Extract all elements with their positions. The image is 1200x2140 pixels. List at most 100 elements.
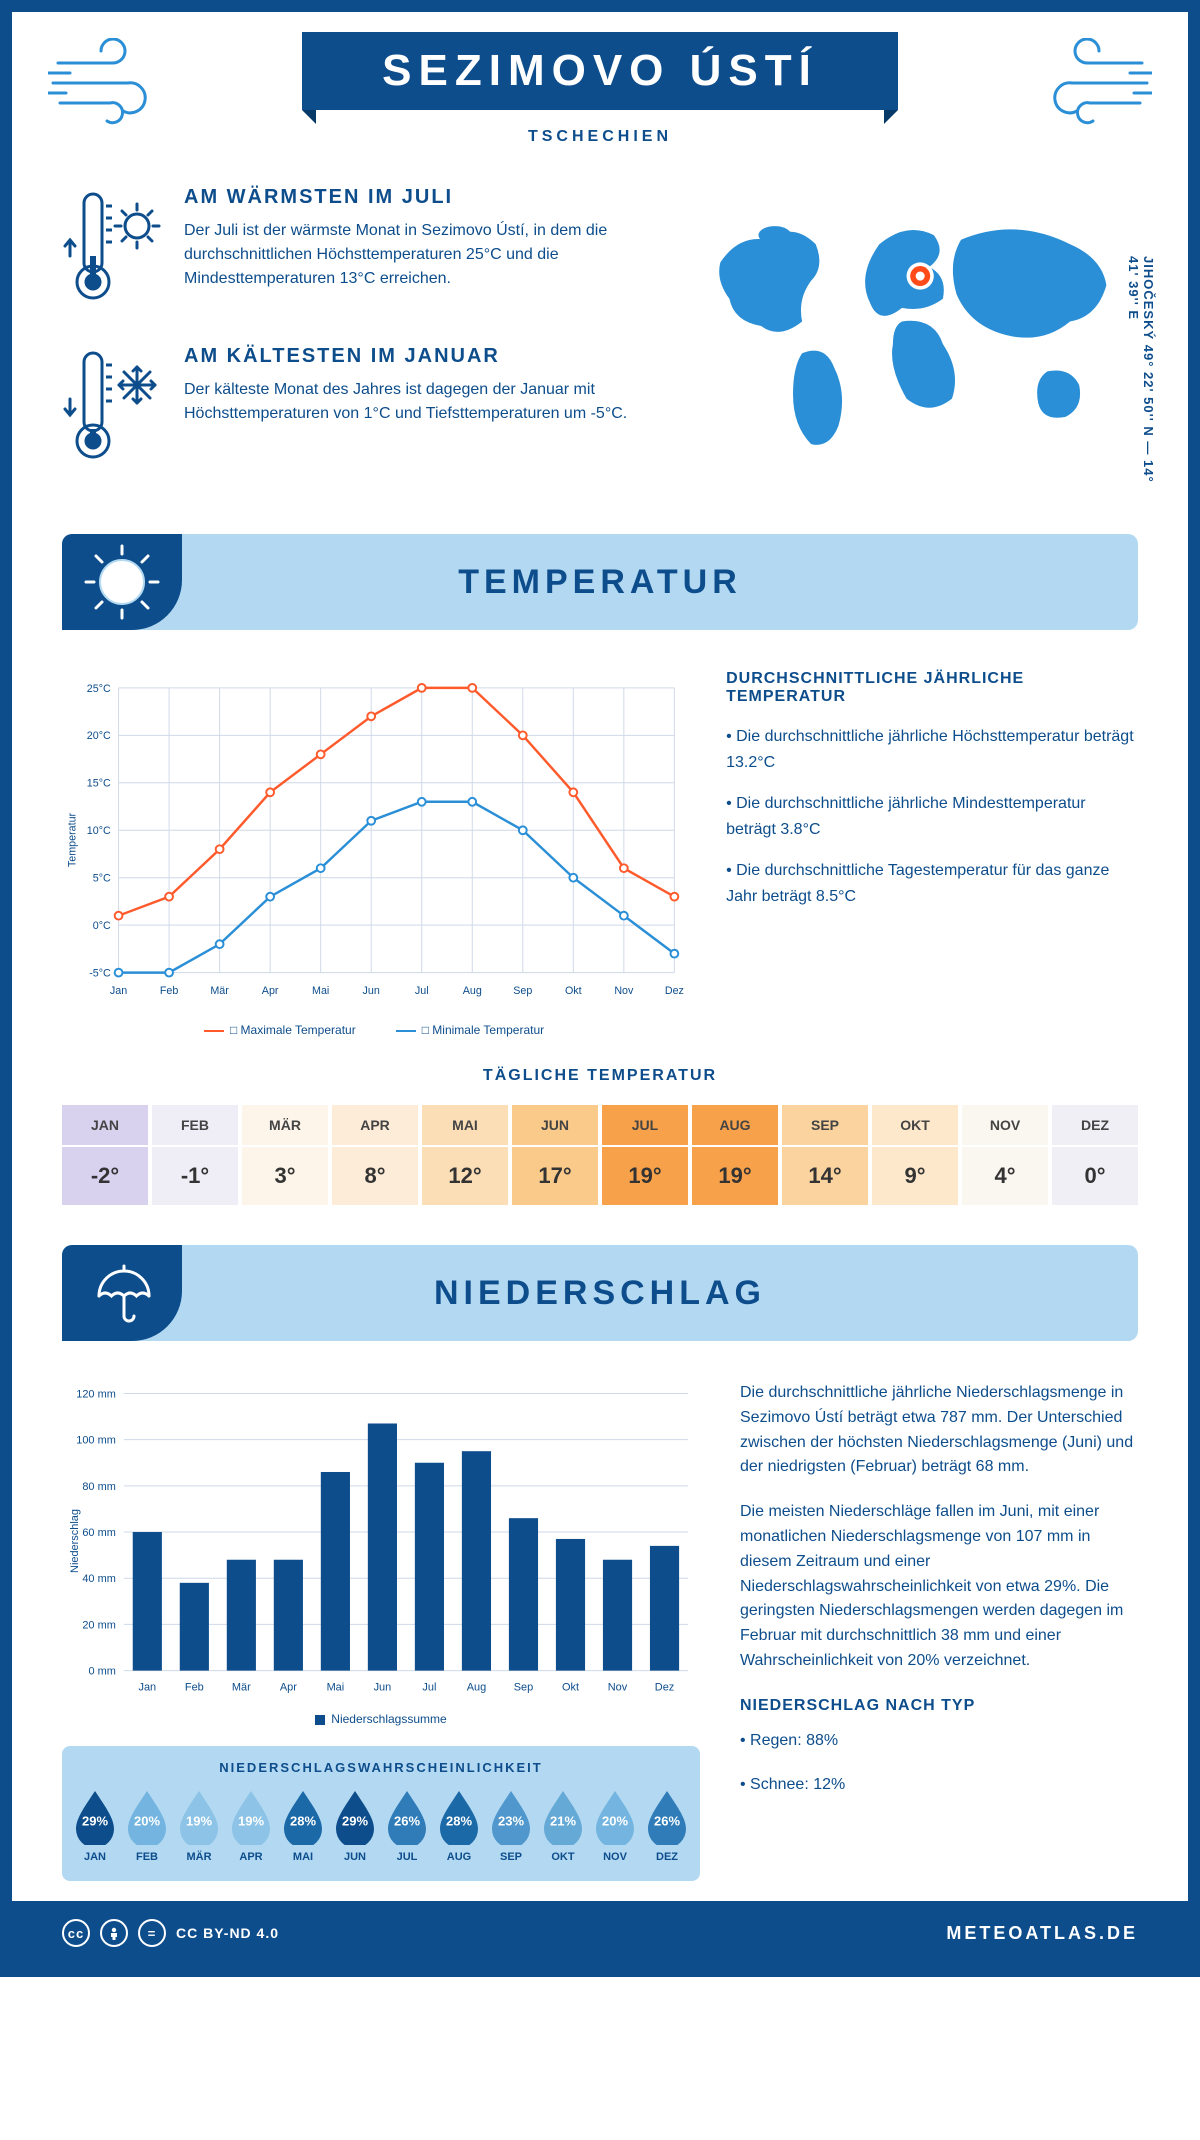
warmest-body: Der Juli ist der wärmste Monat in Sezimo… xyxy=(184,219,654,291)
warmest-heading: AM WÄRMSTEN IM JULI xyxy=(184,186,654,209)
temp-cell: APR8° xyxy=(332,1105,418,1205)
prob-heading: NIEDERSCHLAGSWAHRSCHEINLICHKEIT xyxy=(72,1760,690,1775)
svg-text:Nov: Nov xyxy=(614,985,634,997)
title-banner: SEZIMOVO ÚSTÍ xyxy=(302,32,898,110)
svg-text:Apr: Apr xyxy=(280,1682,297,1694)
svg-text:25°C: 25°C xyxy=(87,683,111,695)
precipitation-body: 0 mm20 mm40 mm60 mm80 mm100 mm120 mmNied… xyxy=(12,1351,1188,1901)
svg-text:100 mm: 100 mm xyxy=(76,1435,116,1447)
warmest-text: AM WÄRMSTEN IM JULI Der Juli ist der wär… xyxy=(184,186,654,311)
temp-cell: SEP14° xyxy=(782,1105,868,1205)
precipitation-heading: NIEDERSCHLAG xyxy=(434,1274,766,1313)
drop-cell: 19%APR xyxy=(228,1789,274,1863)
coldest-text: AM KÄLTESTEN IM JANUAR Der kälteste Mona… xyxy=(184,345,654,470)
umbrella-icon xyxy=(62,1245,182,1341)
drop-cell: 21%OKT xyxy=(540,1789,586,1863)
license-block: cc = CC BY-ND 4.0 xyxy=(62,1919,279,1947)
page-subtitle: TSCHECHIEN xyxy=(12,128,1188,146)
precipitation-bar-chart: 0 mm20 mm40 mm60 mm80 mm100 mm120 mmNied… xyxy=(62,1381,700,1726)
temp-cell: JUL19° xyxy=(602,1105,688,1205)
brand-label: METEOATLAS.DE xyxy=(946,1923,1138,1944)
svg-text:Mär: Mär xyxy=(232,1682,251,1694)
drop-cell: 28%MAI xyxy=(280,1789,326,1863)
daily-temperature-table: TÄGLICHE TEMPERATUR JAN-2°FEB-1°MÄR3°APR… xyxy=(12,1057,1188,1235)
svg-text:Apr: Apr xyxy=(262,985,279,997)
svg-text:Sep: Sep xyxy=(513,985,532,997)
precipitation-left-column: 0 mm20 mm40 mm60 mm80 mm100 mm120 mmNied… xyxy=(62,1381,700,1881)
temp-cell: MÄR3° xyxy=(242,1105,328,1205)
drop-cell: 26%JUL xyxy=(384,1789,430,1863)
temp-cell: DEZ0° xyxy=(1052,1105,1138,1205)
svg-text:Aug: Aug xyxy=(463,985,482,997)
svg-text:Dez: Dez xyxy=(665,985,684,997)
svg-text:Mai: Mai xyxy=(312,985,329,997)
svg-text:Feb: Feb xyxy=(160,985,179,997)
intro-section: AM WÄRMSTEN IM JULI Der Juli ist der wär… xyxy=(12,156,1188,524)
legend-min: □ Minimale Temperatur xyxy=(396,1023,544,1037)
drop-cell: 29%JUN xyxy=(332,1789,378,1863)
svg-text:20 mm: 20 mm xyxy=(82,1619,115,1631)
temp-cell: JUN17° xyxy=(512,1105,598,1205)
world-map: JIHOČESKÝ 49° 22' 50'' N — 14° 41' 39'' … xyxy=(684,186,1138,504)
temperature-line-chart: JanFebMärAprMaiJunJulAugSepOktNovDez-5°C… xyxy=(62,670,686,1037)
drop-cell: 23%SEP xyxy=(488,1789,534,1863)
svg-text:Jun: Jun xyxy=(363,985,380,997)
precip-legend: Niederschlagssumme xyxy=(62,1712,700,1726)
svg-text:40 mm: 40 mm xyxy=(82,1573,115,1585)
temp-bullet-1: • Die durchschnittliche jährliche Höchst… xyxy=(726,724,1138,775)
svg-text:Aug: Aug xyxy=(467,1682,487,1694)
temp-bullet-3: • Die durchschnittliche Tagestemperatur … xyxy=(726,858,1138,909)
svg-text:Dez: Dez xyxy=(655,1682,674,1694)
precipitation-probability-box: NIEDERSCHLAGSWAHRSCHEINLICHKEIT 29%JAN20… xyxy=(62,1746,700,1881)
svg-text:5°C: 5°C xyxy=(93,873,111,885)
svg-text:Mär: Mär xyxy=(210,985,229,997)
svg-text:-5°C: -5°C xyxy=(89,968,111,980)
license-text: CC BY-ND 4.0 xyxy=(176,1925,279,1941)
coordinates-label: JIHOČESKÝ 49° 22' 50'' N — 14° 41' 39'' … xyxy=(1126,256,1156,504)
precipitation-section-header: NIEDERSCHLAG xyxy=(62,1245,1138,1341)
legend-max: □ Maximale Temperatur xyxy=(204,1023,356,1037)
svg-text:Sep: Sep xyxy=(514,1682,534,1694)
precip-rain: • Regen: 88% xyxy=(740,1729,1138,1754)
drop-cell: 20%FEB xyxy=(124,1789,170,1863)
wind-icon xyxy=(48,38,178,133)
sun-icon xyxy=(62,534,182,630)
svg-text:20°C: 20°C xyxy=(87,730,111,742)
temp-bullet-2: • Die durchschnittliche jährliche Mindes… xyxy=(726,791,1138,842)
svg-text:120 mm: 120 mm xyxy=(76,1388,116,1400)
header: SEZIMOVO ÚSTÍ TSCHECHIEN xyxy=(12,12,1188,156)
temperature-heading: TEMPERATUR xyxy=(458,563,742,602)
coldest-heading: AM KÄLTESTEN IM JANUAR xyxy=(184,345,654,368)
svg-text:Niederschlag: Niederschlag xyxy=(69,1509,81,1573)
svg-text:60 mm: 60 mm xyxy=(82,1527,115,1539)
daily-temp-heading: TÄGLICHE TEMPERATUR xyxy=(62,1067,1138,1085)
drop-cell: 28%AUG xyxy=(436,1789,482,1863)
svg-text:10°C: 10°C xyxy=(87,825,111,837)
svg-text:15°C: 15°C xyxy=(87,778,111,790)
precip-para-1: Die durchschnittliche jährliche Niedersc… xyxy=(740,1381,1138,1480)
temperature-legend: □ Maximale Temperatur □ Minimale Tempera… xyxy=(62,1023,686,1037)
svg-text:Jun: Jun xyxy=(374,1682,392,1694)
svg-text:Mai: Mai xyxy=(327,1682,345,1694)
precip-snow: • Schnee: 12% xyxy=(740,1773,1138,1798)
precipitation-summary: Die durchschnittliche jährliche Niedersc… xyxy=(740,1381,1138,1881)
svg-text:Nov: Nov xyxy=(608,1682,628,1694)
svg-text:Feb: Feb xyxy=(185,1682,204,1694)
thermometer-sun-icon xyxy=(62,186,162,311)
temp-cell: JAN-2° xyxy=(62,1105,148,1205)
temp-summary-heading: DURCHSCHNITTLICHE JÄHRLICHE TEMPERATUR xyxy=(726,670,1138,706)
wind-icon xyxy=(1022,38,1152,133)
footer: cc = CC BY-ND 4.0 METEOATLAS.DE xyxy=(12,1901,1188,1965)
drop-cell: 19%MÄR xyxy=(176,1789,222,1863)
svg-text:Jan: Jan xyxy=(110,985,127,997)
temp-cell: FEB-1° xyxy=(152,1105,238,1205)
page-title: SEZIMOVO ÚSTÍ xyxy=(382,46,818,96)
svg-text:Jul: Jul xyxy=(415,985,429,997)
drop-cell: 29%JAN xyxy=(72,1789,118,1863)
svg-text:0 mm: 0 mm xyxy=(88,1666,115,1678)
svg-text:Okt: Okt xyxy=(562,1682,579,1694)
page: SEZIMOVO ÚSTÍ TSCHECHIEN AM WÄRMSTEN IM … xyxy=(0,0,1200,1977)
warmest-block: AM WÄRMSTEN IM JULI Der Juli ist der wär… xyxy=(62,186,654,311)
cc-icon: cc xyxy=(62,1919,90,1947)
temp-cell: AUG19° xyxy=(692,1105,778,1205)
